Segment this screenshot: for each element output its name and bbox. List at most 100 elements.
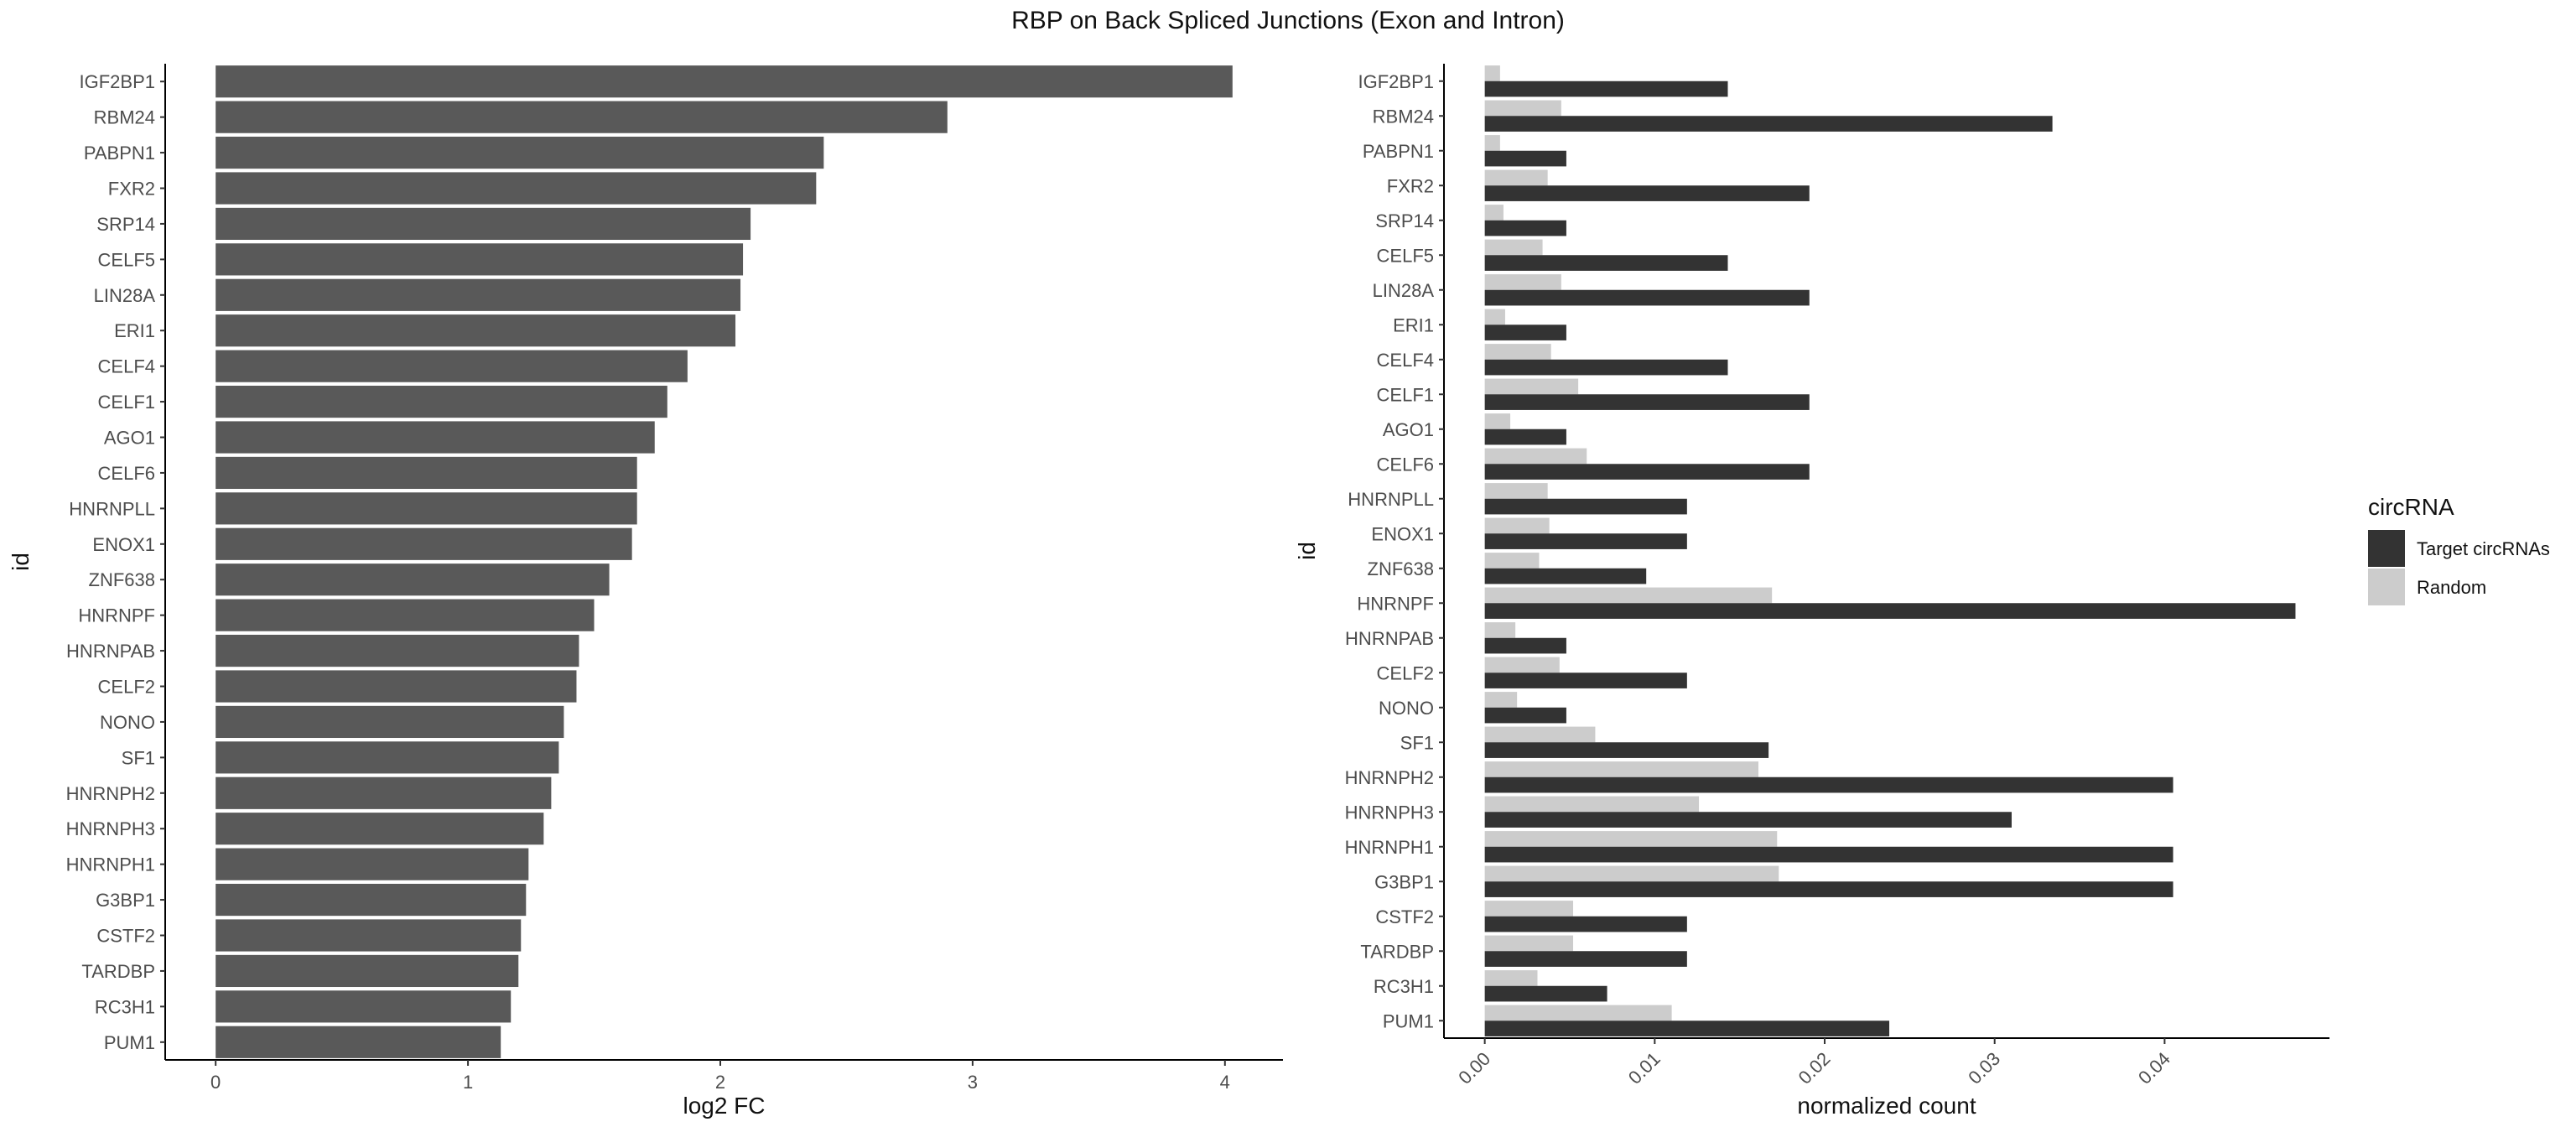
- bar-hnrnph1: [216, 848, 529, 880]
- legend: circRNA Target circRNAs Random: [2368, 494, 2550, 605]
- bar-random-celf1: [1484, 378, 1579, 395]
- legend-items: Target circRNAs Random: [2368, 530, 2550, 605]
- bar-target-igf2bp1: [1484, 80, 1728, 97]
- bar-target-celf4: [1484, 359, 1728, 376]
- left-x-tick-label: 2: [715, 1072, 725, 1093]
- right-y-tick-label-pabpn1: PABPN1: [1363, 141, 1434, 162]
- bar-celf1: [216, 385, 667, 418]
- left-y-tick-label-g3bp1: G3BP1: [96, 890, 155, 911]
- left-y-tick-label-rbm24: RBM24: [94, 107, 155, 128]
- bar-random-celf5: [1484, 239, 1543, 256]
- right-y-tick-label-hnrnpab: HNRNPAB: [1345, 628, 1434, 649]
- right-x-tick-label: 0.01: [1624, 1048, 1665, 1088]
- bar-target-hnrnpll: [1484, 498, 1687, 515]
- right-y-tick-label-rc3h1: RC3H1: [1374, 976, 1434, 997]
- bar-random-srp14: [1484, 205, 1504, 221]
- right-y-tick-label-tardbp: TARDBP: [1360, 941, 1434, 962]
- bar-target-celf6: [1484, 464, 1810, 480]
- left-y-axis: IGF2BP1 RBM24 PABPN1 FXR2 SRP14 CELF5 LIN28A ER…: [66, 64, 166, 1060]
- left-x-axis: 0 1 2 3 4: [165, 1059, 1283, 1093]
- bar-target-tardbp: [1484, 951, 1687, 967]
- bar-target-sf1: [1484, 742, 1769, 758]
- bar-target-srp14: [1484, 220, 1566, 236]
- left-y-tick-label-pabpn1: PABPN1: [84, 143, 155, 164]
- left-y-tick-label-fxr2: FXR2: [108, 179, 155, 200]
- right-y-tick-label-nono: NONO: [1379, 698, 1434, 719]
- right-y-tick-label-hnrnpf: HNRNPF: [1357, 593, 1434, 614]
- bar-cstf2: [216, 919, 522, 952]
- chart-title: RBP on Back Spliced Junctions (Exon and …: [1011, 7, 1565, 34]
- right-y-tick-label-celf2: CELF2: [1377, 662, 1434, 683]
- left-y-tick-label-celf6: CELF6: [98, 463, 155, 484]
- left-y-axis-title: id: [8, 553, 34, 571]
- left-x-tick-label: 1: [463, 1072, 473, 1093]
- left-x-axis-title: log2 FC: [683, 1093, 765, 1119]
- bar-igf2bp1: [216, 65, 1233, 98]
- left-y-tick-label-rc3h1: RC3H1: [95, 996, 155, 1017]
- bar-random-ago1: [1484, 413, 1511, 429]
- bar-target-hnrnph3: [1484, 812, 2012, 828]
- right-y-tick-label-lin28a: LIN28A: [1373, 280, 1435, 301]
- bar-random-celf4: [1484, 344, 1551, 360]
- bar-random-hnrnpab: [1484, 622, 1516, 638]
- legend-label-random: Random: [2417, 577, 2486, 598]
- right-y-tick-label-hnrnph3: HNRNPH3: [1345, 802, 1434, 823]
- bar-random-pabpn1: [1484, 135, 1500, 151]
- right-y-tick-label-fxr2: FXR2: [1387, 175, 1434, 196]
- left-y-tick-label-hnrnpab: HNRNPAB: [66, 641, 155, 662]
- left-y-tick-label-hnrnph1: HNRNPH1: [66, 854, 155, 875]
- right-y-tick-label-cstf2: CSTF2: [1375, 906, 1434, 927]
- bar-random-lin28a: [1484, 274, 1561, 290]
- bar-random-sf1: [1484, 726, 1596, 743]
- bar-target-pabpn1: [1484, 150, 1566, 167]
- bar-celf6: [216, 456, 637, 490]
- bar-random-rbm24: [1484, 100, 1561, 117]
- bar-nono: [216, 705, 564, 739]
- left-y-tick-label-celf2: CELF2: [98, 677, 155, 698]
- bar-pabpn1: [216, 136, 824, 169]
- right-y-tick-label-celf6: CELF6: [1377, 454, 1434, 475]
- bar-random-cstf2: [1484, 901, 1574, 917]
- left-y-tick-label-hnrnph3: HNRNPH3: [66, 818, 155, 839]
- bar-celf5: [216, 243, 744, 276]
- bar-target-celf1: [1484, 394, 1810, 410]
- bar-target-hnrnph1: [1484, 846, 2174, 863]
- bar-target-hnrnph2: [1484, 776, 2174, 793]
- left-y-tick-label-nono: NONO: [100, 712, 155, 733]
- bar-ago1: [216, 421, 655, 454]
- bar-random-pum1: [1484, 1005, 1672, 1021]
- bar-random-hnrnph2: [1484, 761, 1758, 777]
- bar-target-celf2: [1484, 673, 1687, 688]
- bar-znf638: [216, 564, 610, 596]
- bar-srp14: [216, 207, 751, 241]
- bar-random-celf2: [1484, 657, 1560, 673]
- left-y-tick-label-lin28a: LIN28A: [94, 285, 156, 306]
- right-x-tick-label: 0.00: [1454, 1048, 1494, 1088]
- bar-eri1: [216, 314, 736, 347]
- left-y-tick-label-hnrnph2: HNRNPH2: [66, 783, 155, 804]
- bar-target-fxr2: [1484, 185, 1810, 201]
- right-y-tick-label-hnrnpll: HNRNPLL: [1348, 489, 1434, 510]
- bar-tardbp: [216, 954, 519, 988]
- bar-random-znf638: [1484, 553, 1540, 569]
- right-y-tick-label-celf4: CELF4: [1377, 350, 1434, 371]
- legend-title: circRNA: [2368, 494, 2454, 520]
- legend-swatch-target-circrnas: [2368, 530, 2405, 567]
- bar-g3bp1: [216, 883, 527, 917]
- right-y-tick-label-eri1: ERI1: [1393, 314, 1434, 335]
- bar-target-nono: [1484, 707, 1566, 724]
- bar-hnrnpf: [216, 599, 595, 631]
- left-y-tick-label-igf2bp1: IGF2BP1: [80, 71, 155, 92]
- bar-target-g3bp1: [1484, 881, 2174, 897]
- bar-enox1: [216, 527, 632, 560]
- left-y-tick-label-znf638: ZNF638: [89, 569, 155, 590]
- right-y-tick-label-celf5: CELF5: [1377, 245, 1434, 266]
- bar-hnrnph3: [216, 813, 544, 845]
- bar-random-fxr2: [1484, 169, 1548, 186]
- right-x-tick-label: 0.04: [2134, 1048, 2174, 1088]
- left-y-tick-label-hnrnpll: HNRNPLL: [69, 498, 155, 519]
- bar-random-celf6: [1484, 448, 1587, 465]
- right-x-tick-label: 0.03: [1964, 1048, 2004, 1088]
- bar-random-hnrnph1: [1484, 831, 1778, 847]
- right-y-tick-label-srp14: SRP14: [1375, 210, 1434, 231]
